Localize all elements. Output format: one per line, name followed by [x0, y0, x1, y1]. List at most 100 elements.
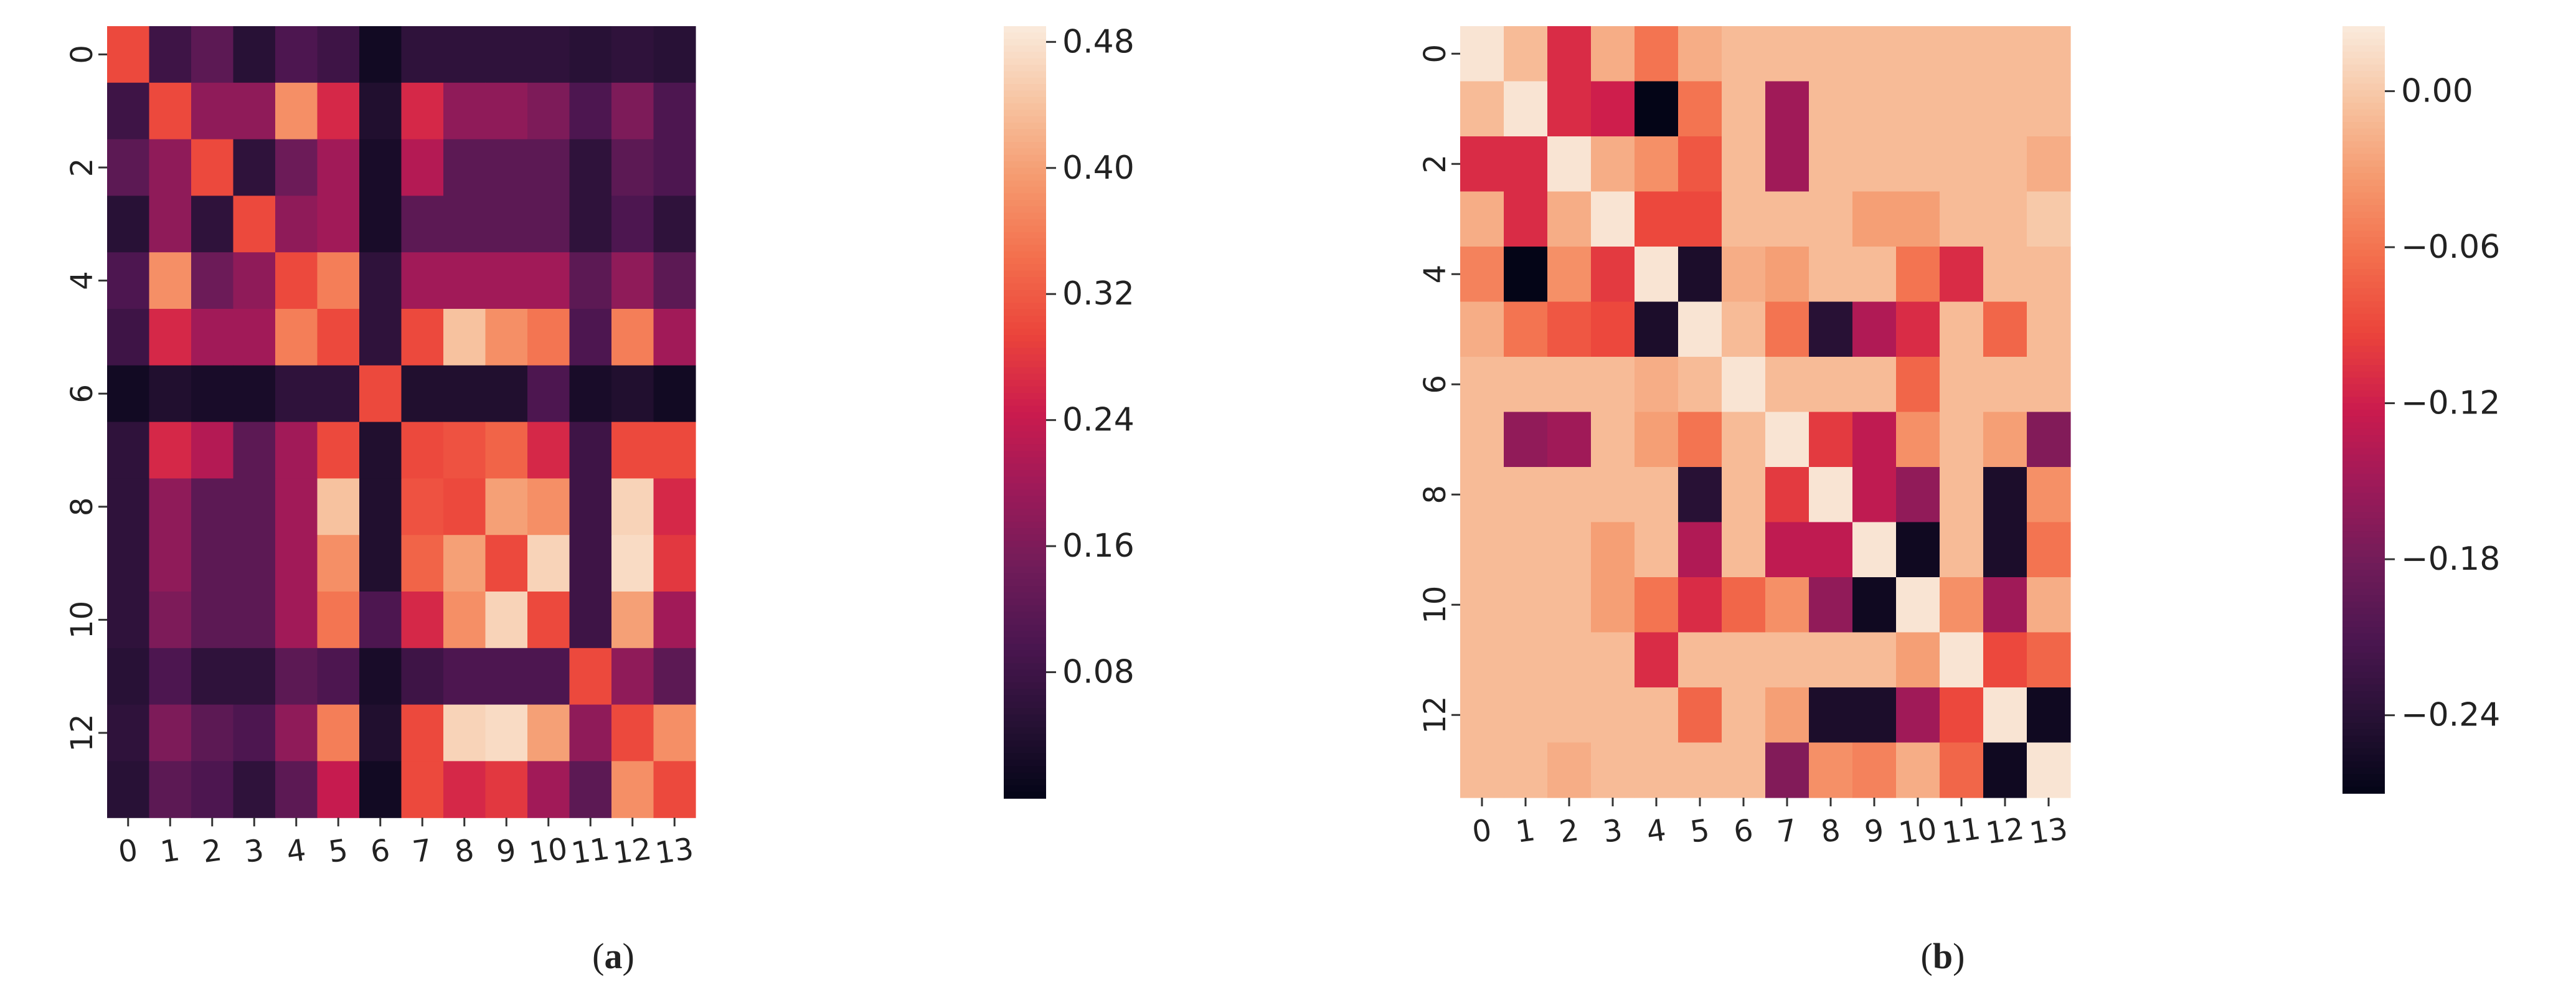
heatmap-a-cell-r0-c4 — [275, 26, 318, 83]
heatmap-b-cell-r6-c7 — [1765, 357, 1809, 413]
colorbar-b-band — [2342, 441, 2385, 449]
heatmap-b-cell-r13-c2 — [1547, 742, 1592, 798]
colorbar-a-band — [1004, 540, 1046, 548]
heatmap-a-cell-r0-c0 — [107, 26, 150, 83]
heatmap-a-cell-r10-c6 — [359, 592, 402, 649]
heatmap-b-cell-r6-c9 — [1852, 357, 1897, 413]
heatmap-b-cell-r8-c11 — [1940, 467, 1984, 523]
heatmap-b-cell-r5-c0 — [1460, 301, 1504, 357]
heatmap-b-cell-r5-c8 — [1809, 301, 1853, 357]
colorbar-b-band — [2342, 122, 2385, 130]
heatmap-a-cell-r1-c5 — [317, 82, 360, 140]
heatmap-b-cell-r9-c9 — [1852, 522, 1897, 578]
heatmap-b-cell-r10-c7 — [1765, 577, 1809, 633]
colorbar-b-band — [2342, 774, 2385, 781]
heatmap-a-cell-r13-c7 — [401, 761, 444, 818]
heatmap-b-cell-r11-c5 — [1678, 632, 1722, 688]
heatmap-b-cell-r3-c12 — [1983, 191, 2027, 247]
colorbar-label-a-1: 0.40 — [1062, 149, 1135, 187]
heatmap-a-cell-r0-c13 — [653, 26, 696, 83]
heatmap-a-cell-r3-c12 — [611, 196, 654, 253]
colorbar-b-band — [2342, 288, 2385, 295]
heatmap-b-cell-r9-c2 — [1547, 522, 1592, 578]
heatmap-a-cell-r11-c10 — [527, 648, 570, 705]
colorbar-a-band — [1004, 399, 1046, 407]
colorbar-b-band — [2342, 595, 2385, 602]
heatmap-a-cell-r12-c6 — [359, 704, 402, 762]
heatmap-b-cell-r8-c12 — [1983, 467, 2027, 523]
heatmap-panel-b: 0 1 2 3 4 5 6 7 8 9 10 11 12 130246810120.00−0.06−0.1… — [1418, 26, 2500, 851]
heatmap-b-cell-r3-c6 — [1722, 191, 1766, 247]
heatmap-a-cell-r6-c7 — [401, 365, 444, 423]
heatmap-a-cell-r11-c4 — [275, 648, 318, 705]
heatmap-b-cell-r1-c8 — [1809, 81, 1853, 137]
heatmap-a-cell-r8-c13 — [653, 478, 696, 535]
heatmap-a-cell-r4-c10 — [527, 252, 570, 309]
colorbar-a-band — [1004, 245, 1046, 252]
colorbar-b-band — [2342, 262, 2385, 270]
heatmap-b-cell-r7-c1 — [1504, 412, 1548, 468]
caption-b-close: ) — [1953, 936, 1965, 976]
heatmap-a-cell-r4-c12 — [611, 252, 654, 309]
colorbar-a-band — [1004, 142, 1046, 149]
heatmap-b-cell-r12-c12 — [1983, 687, 2027, 743]
heatmap-b-cell-r0-c8 — [1809, 26, 1853, 82]
colorbar-b-band — [2342, 410, 2385, 417]
colorbar-b-band — [2342, 230, 2385, 238]
heatmap-b-cell-r13-c4 — [1635, 742, 1679, 798]
colorbar-b-band — [2342, 166, 2385, 174]
colorbar-b-band — [2342, 499, 2385, 506]
heatmap-a-cell-r12-c10 — [527, 704, 570, 762]
colorbar-a-band — [1004, 200, 1046, 207]
heatmap-b-cell-r7-c13 — [2027, 412, 2071, 468]
colorbar-a-band — [1004, 740, 1046, 748]
colorbar-b-band — [2342, 32, 2385, 40]
colorbar-b-band — [2342, 237, 2385, 244]
colorbar-b-band — [2342, 58, 2385, 65]
heatmap-a-cell-r4-c9 — [485, 252, 528, 309]
heatmap-a-cell-r3-c1 — [149, 196, 192, 253]
colorbar-b-band — [2342, 620, 2385, 628]
colorbar-a-band — [1004, 393, 1046, 400]
colorbar-b-band — [2342, 428, 2385, 436]
caption-b-open: ( — [1921, 936, 1933, 976]
colorbar-b-band — [2342, 339, 2385, 347]
heatmap-b-cell-r7-c11 — [1940, 412, 1984, 468]
heatmap-b-cell-r9-c3 — [1591, 522, 1635, 578]
heatmap-a-cell-r2-c9 — [485, 139, 528, 196]
colorbar-a-band — [1004, 463, 1046, 471]
heatmap-b-cell-r1-c1 — [1504, 81, 1548, 137]
heatmap-a-cell-r11-c6 — [359, 648, 402, 705]
colorbar-b-band — [2342, 64, 2385, 72]
colorbar-a-band — [1004, 733, 1046, 741]
heatmap-a-cell-r5-c12 — [611, 309, 654, 366]
colorbar-a-band — [1004, 52, 1046, 59]
heatmap-a-cell-r0-c2 — [191, 26, 234, 83]
colorbar-a-band — [1004, 631, 1046, 638]
colorbar-a-band — [1004, 174, 1046, 181]
colorbar-label-b-1: −0.06 — [2401, 229, 2500, 266]
heatmap-a-cell-r4-c11 — [569, 252, 612, 309]
colorbar-b-band — [2342, 211, 2385, 219]
colorbar-b-band — [2342, 134, 2385, 142]
heatmap-b-cell-r11-c2 — [1547, 632, 1592, 688]
colorbar-label-a-0: 0.48 — [1062, 23, 1135, 60]
heatmap-b-cell-r3-c7 — [1765, 191, 1809, 247]
colorbar-a-band — [1004, 148, 1046, 156]
heatmap-b-cell-r0-c0 — [1460, 26, 1504, 82]
heatmap-b-cell-r12-c6 — [1722, 687, 1766, 743]
heatmap-a-cell-r8-c3 — [233, 478, 276, 535]
heatmap-a-cell-r9-c5 — [317, 535, 360, 592]
heatmap-a-cell-r13-c2 — [191, 761, 234, 818]
heatmap-a-cell-r2-c4 — [275, 139, 318, 196]
heatmap-a-cell-r2-c10 — [527, 139, 570, 196]
heatmap-a-cell-r8-c7 — [401, 478, 444, 535]
heatmap-a-cell-r6-c9 — [485, 365, 528, 423]
heatmap-a-cell-r7-c5 — [317, 422, 360, 479]
colorbar-label-a-4: 0.16 — [1062, 527, 1135, 565]
y-tick-label-a-0: 0 — [65, 45, 100, 64]
colorbar-b-band — [2342, 96, 2385, 103]
colorbar-a-band — [1004, 573, 1046, 580]
colorbar-b-band — [2342, 148, 2385, 155]
heatmap-a-cell-r12-c13 — [653, 704, 696, 762]
